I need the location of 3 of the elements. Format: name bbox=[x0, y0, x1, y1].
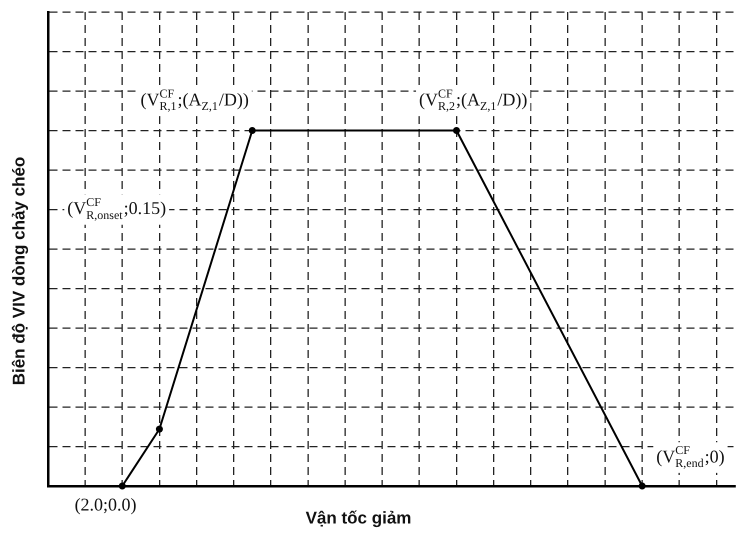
x-axis-title: Vận tốc giảm bbox=[306, 508, 412, 528]
text: (2.0;0.0) bbox=[74, 494, 137, 514]
y-axis-title: Biên độ VIV dòng chảy chéo bbox=[10, 156, 29, 386]
